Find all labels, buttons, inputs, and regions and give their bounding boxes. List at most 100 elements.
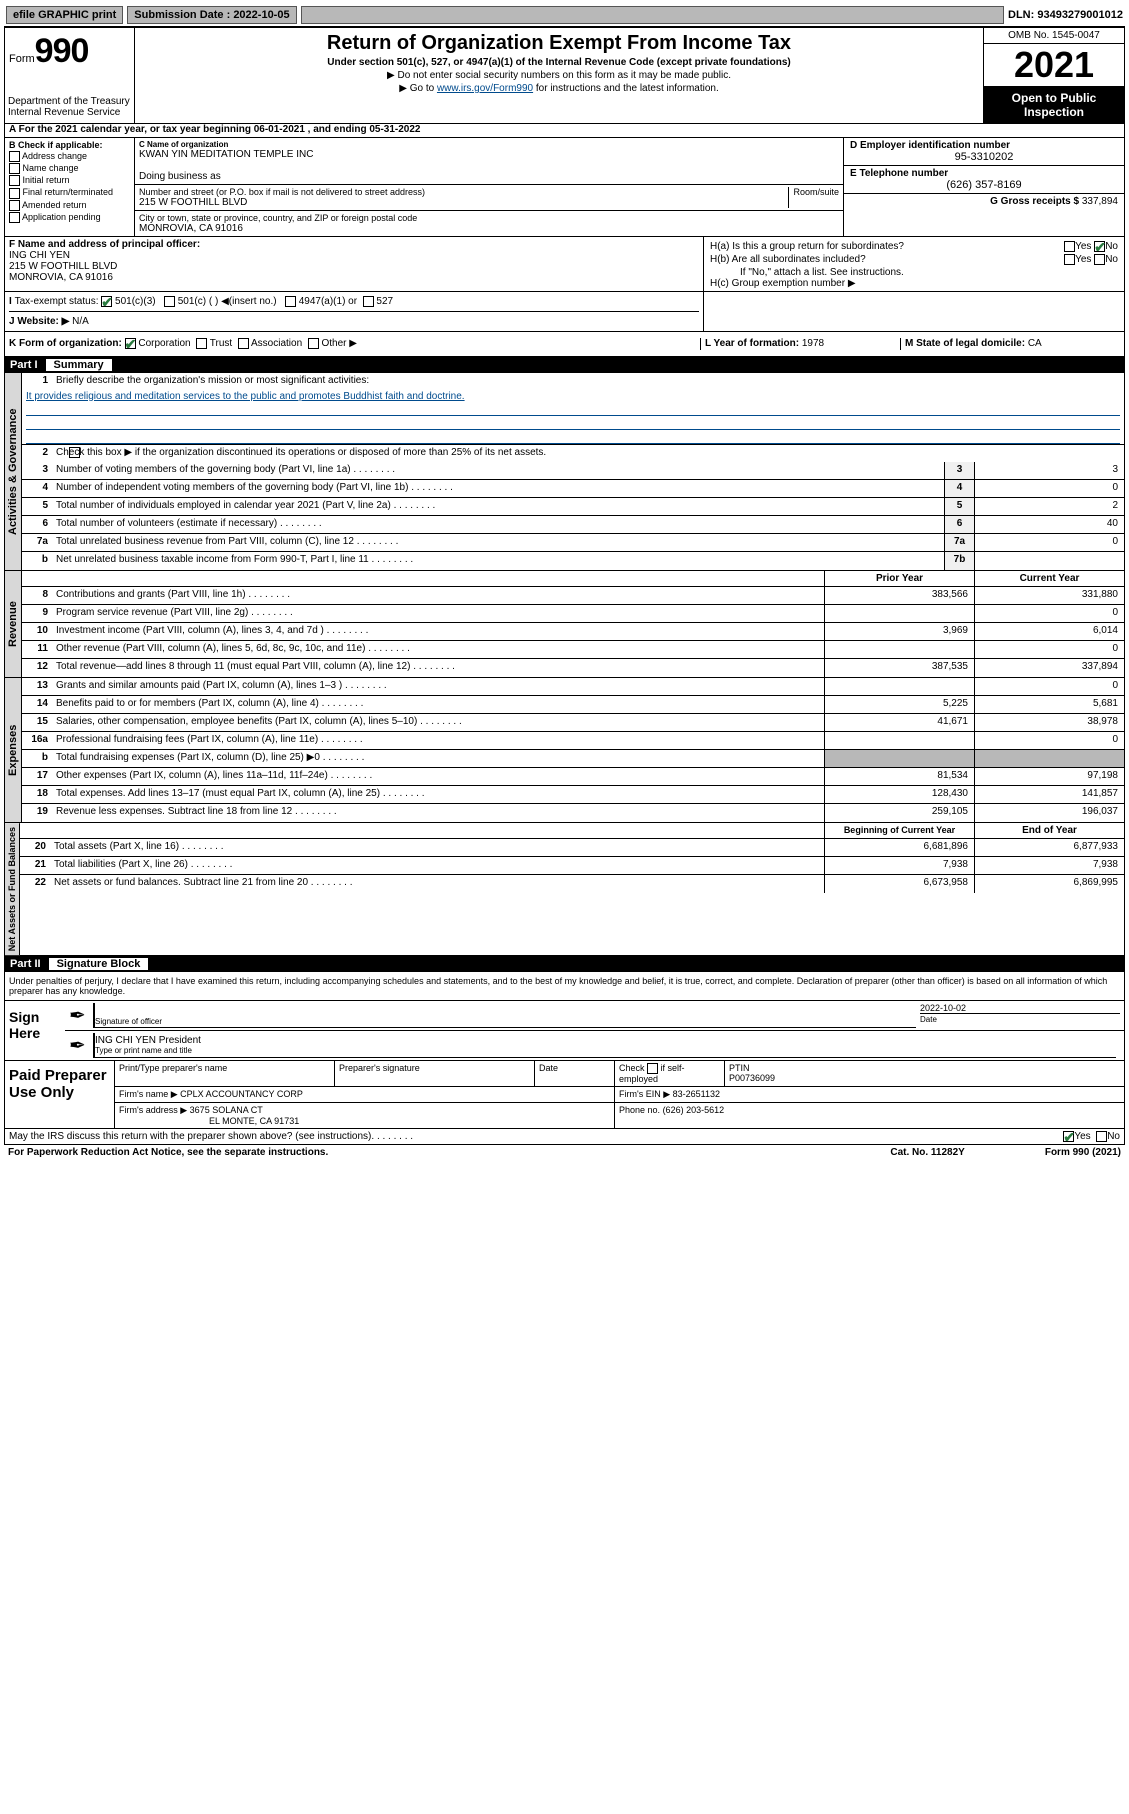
efile-print-button[interactable]: efile GRAPHIC print [6, 6, 123, 24]
firm-name-label: Firm's name ▶ [119, 1089, 178, 1099]
instr2-pre: ▶ Go to [399, 83, 437, 94]
chk-4947[interactable] [285, 296, 296, 307]
chk-corp[interactable] [125, 338, 136, 349]
year-formation: 1978 [802, 338, 824, 349]
summary-row: 4Number of independent voting members of… [22, 480, 1124, 498]
chk-501c[interactable] [164, 296, 175, 307]
tax-year: 2021 [984, 44, 1124, 87]
part1-num: Part I [10, 359, 46, 371]
state-domicile: CA [1028, 338, 1042, 349]
firm-addr-label: Firm's address ▶ [119, 1105, 187, 1115]
vtab-governance: Activities & Governance [5, 373, 22, 570]
chk-discontinued[interactable] [69, 447, 80, 458]
summary-row: bTotal fundraising expenses (Part IX, co… [22, 750, 1124, 768]
gross-receipts: 337,894 [1082, 196, 1118, 207]
paid-preparer-label: Paid Preparer Use Only [5, 1061, 115, 1128]
chk-application-pending[interactable]: Application pending [9, 212, 130, 223]
summary-row: 9Program service revenue (Part VIII, lin… [22, 605, 1124, 623]
year-formation-label: L Year of formation: [705, 338, 799, 349]
prep-phone: (626) 203-5612 [663, 1105, 725, 1115]
submission-date: Submission Date : 2022-10-05 [127, 6, 296, 24]
box-d-e: D Employer identification number 95-3310… [844, 138, 1124, 236]
ha-yes[interactable] [1064, 241, 1075, 252]
instr2-post: for instructions and the latest informat… [533, 83, 719, 94]
ein-value: 95-3310202 [850, 151, 1118, 163]
vtab-revenue: Revenue [5, 571, 22, 677]
form-number: 990 [35, 32, 89, 70]
firm-name: CPLX ACCOUNTANCY CORP [180, 1089, 303, 1099]
summary-row: 3Number of voting members of the governi… [22, 462, 1124, 480]
ein-label: D Employer identification number [850, 140, 1118, 151]
prep-sig-header: Preparer's signature [335, 1061, 535, 1086]
sig-date: 2022-10-02 [920, 1003, 1120, 1014]
gross-label: G Gross receipts $ [990, 196, 1079, 207]
chk-final-return[interactable]: Final return/terminated [9, 187, 130, 198]
omb-number: OMB No. 1545-0047 [984, 28, 1124, 44]
summary-row: 13Grants and similar amounts paid (Part … [22, 678, 1124, 696]
ptin-label: PTIN [729, 1063, 750, 1073]
summary-governance: Activities & Governance 1Briefly describ… [4, 373, 1125, 571]
chk-address-change[interactable]: Address change [9, 151, 130, 162]
state-domicile-label: M State of legal domicile: [905, 338, 1025, 349]
summary-row: 17Other expenses (Part IX, column (A), l… [22, 768, 1124, 786]
summary-row: 11Other revenue (Part VIII, column (A), … [22, 641, 1124, 659]
summary-row: 15Salaries, other compensation, employee… [22, 714, 1124, 732]
hb-note: If "No," attach a list. See instructions… [710, 267, 1118, 278]
tax-status-label: Tax-exempt status: [15, 296, 99, 307]
summary-row: 21Total liabilities (Part X, line 26)7,9… [20, 857, 1124, 875]
org-street: 215 W FOOTHILL BLVD [139, 197, 784, 208]
part-2-header: Part II Signature Block [4, 956, 1125, 972]
website-value: N/A [72, 316, 89, 327]
officer-addr2: MONROVIA, CA 91016 [9, 272, 113, 283]
q1-mission-label: Briefly describe the organization's miss… [52, 373, 1124, 391]
summary-row: 19Revenue less expenses. Subtract line 1… [22, 804, 1124, 822]
sign-here-block: Sign Here ✒ Signature of officer 2022-10… [4, 1001, 1125, 1061]
box-b-title: B Check if applicable: [9, 140, 103, 150]
summary-row: 5Total number of individuals employed in… [22, 498, 1124, 516]
prep-phone-label: Phone no. [619, 1105, 660, 1115]
summary-row: 16aProfessional fundraising fees (Part I… [22, 732, 1124, 750]
hb-yes[interactable] [1064, 254, 1075, 265]
summary-row: 7aTotal unrelated business revenue from … [22, 534, 1124, 552]
discuss-yes[interactable] [1063, 1131, 1074, 1142]
prep-name-header: Print/Type preparer's name [115, 1061, 335, 1086]
top-toolbar: efile GRAPHIC print Submission Date : 20… [4, 4, 1125, 26]
signature-declaration: Under penalties of perjury, I declare th… [4, 972, 1125, 1001]
firm-addr2: EL MONTE, CA 91731 [119, 1116, 299, 1126]
form-header: Form990 Return of Organization Exempt Fr… [4, 26, 1125, 124]
paperwork-notice: For Paperwork Reduction Act Notice, see … [8, 1147, 328, 1158]
header-right-box: OMB No. 1545-0047 2021 Open to Public In… [984, 28, 1124, 123]
website-label: Website: ▶ [17, 316, 69, 327]
chk-other[interactable] [308, 338, 319, 349]
chk-trust[interactable] [196, 338, 207, 349]
chk-501c3[interactable] [101, 296, 112, 307]
paid-preparer-block: Paid Preparer Use Only Print/Type prepar… [4, 1061, 1125, 1129]
firm-ein-label: Firm's EIN ▶ [619, 1089, 670, 1099]
chk-self-employed[interactable] [647, 1063, 658, 1074]
hb-no[interactable] [1094, 254, 1105, 265]
irs-discuss-row: May the IRS discuss this return with the… [4, 1129, 1125, 1145]
chk-initial-return[interactable]: Initial return [9, 175, 130, 186]
chk-name-change[interactable]: Name change [9, 163, 130, 174]
signature-line[interactable]: Signature of officer [93, 1003, 916, 1028]
summary-expenses: Expenses 13Grants and similar amounts pa… [4, 678, 1125, 823]
chk-assoc[interactable] [238, 338, 249, 349]
vtab-net: Net Assets or Fund Balances [5, 823, 20, 955]
part1-title: Summary [46, 359, 112, 371]
dba-label: Doing business as [139, 171, 839, 182]
irs-link[interactable]: www.irs.gov/Form990 [437, 83, 533, 94]
summary-row: 14Benefits paid to or for members (Part … [22, 696, 1124, 714]
form-org-label: K Form of organization: [9, 339, 122, 350]
phone-label: E Telephone number [850, 168, 1118, 179]
col-prior: Prior Year [824, 571, 974, 586]
discuss-label: May the IRS discuss this return with the… [9, 1131, 371, 1142]
org-name-label: C Name of organization [139, 140, 839, 149]
discuss-no[interactable] [1096, 1131, 1107, 1142]
summary-row: 22Net assets or fund balances. Subtract … [20, 875, 1124, 893]
chk-527[interactable] [363, 296, 374, 307]
row-k: K Form of organization: Corporation Trus… [4, 332, 1125, 356]
ha-no[interactable] [1094, 241, 1105, 252]
part2-num: Part II [10, 958, 49, 970]
tax-year-range: For the 2021 calendar year, or tax year … [19, 124, 421, 135]
chk-amended[interactable]: Amended return [9, 200, 130, 211]
